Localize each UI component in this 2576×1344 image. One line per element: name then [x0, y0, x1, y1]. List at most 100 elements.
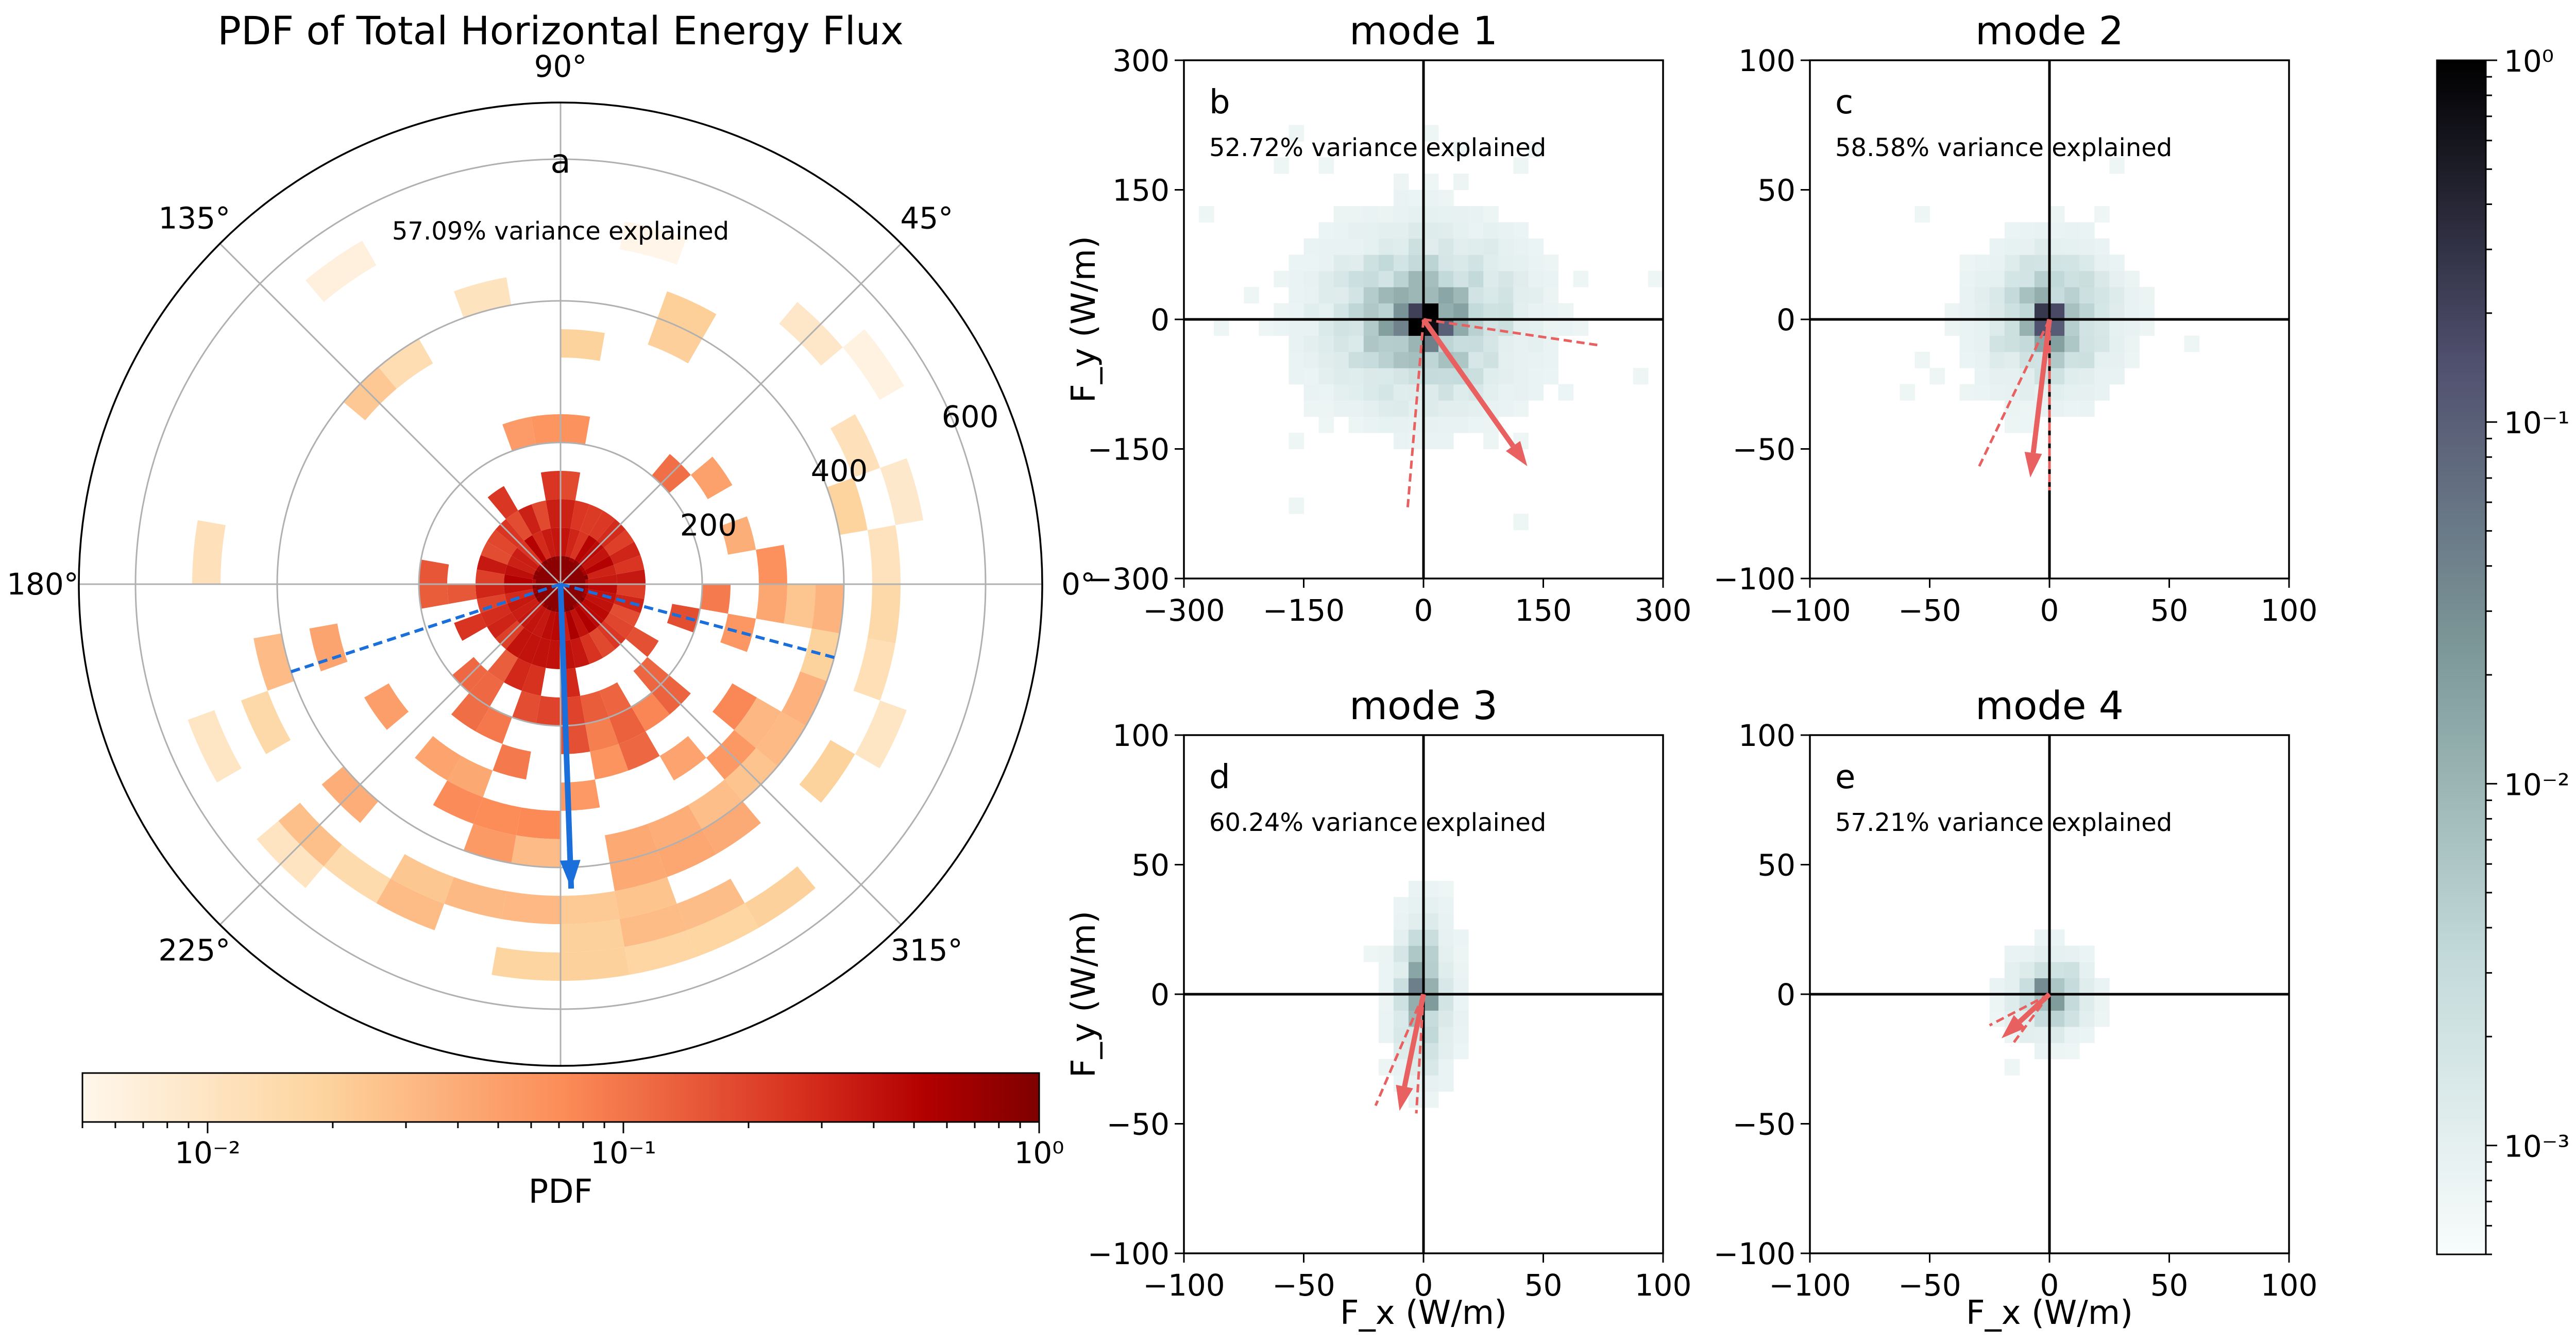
heatmap-cell — [2139, 287, 2155, 304]
polar-cell — [853, 638, 895, 701]
polar-cell — [799, 740, 855, 803]
heatmap-cell — [1959, 351, 1975, 368]
y-tick-label: 0 — [1776, 977, 1795, 1012]
polar-cell — [507, 593, 536, 613]
heatmap-cell — [2079, 303, 2095, 320]
heatmap-cell — [1498, 384, 1514, 401]
heatmap-cell — [2064, 303, 2080, 320]
polar-cell — [589, 627, 616, 658]
heatmap-cell — [2064, 254, 2080, 271]
polar-cell — [756, 584, 787, 624]
y-tick-label: 150 — [1112, 173, 1170, 208]
ellipse-axis-line — [1406, 319, 1425, 510]
heatmap-cell — [1333, 384, 1349, 401]
heatmap-cell — [1453, 1043, 1469, 1060]
heatmap-cell — [1633, 368, 1649, 385]
polar-cell — [690, 456, 733, 499]
heatmap-cell — [2124, 319, 2140, 336]
angular-grid-line — [560, 583, 902, 926]
heatmap-cell — [2109, 351, 2125, 368]
heatmap-cell — [1303, 238, 1319, 255]
colorbar-tick-label: 10⁻² — [175, 1135, 241, 1170]
heatmap-cell — [1438, 945, 1454, 962]
heatmap-cell — [2064, 994, 2080, 1011]
colorbar-label: PDF — [529, 1173, 593, 1211]
heatmap-cell — [1348, 400, 1364, 417]
heatmap-cell — [1289, 303, 1304, 320]
heatmap-cell — [1378, 238, 1394, 255]
heatmap-cell — [1393, 254, 1409, 271]
heatmap-cell — [2049, 206, 2065, 223]
heatmap-cell — [1959, 303, 1975, 320]
mean-vector-arrow — [1402, 993, 1426, 1087]
heatmap-cell — [2064, 222, 2080, 239]
y-tick-label: 50 — [1131, 848, 1170, 883]
heatmap-cell — [1244, 287, 1259, 304]
heatmap-cell — [1408, 303, 1424, 320]
heatmap-cell — [2079, 994, 2095, 1011]
heatmap-cell — [2079, 368, 2095, 385]
ellipse-axis-line — [1989, 993, 2050, 1027]
polar-cell — [712, 683, 757, 730]
heatmap-cell — [2079, 319, 2095, 336]
heatmap-cell — [1333, 206, 1349, 223]
polar-cell — [419, 559, 449, 584]
heatmap-cell — [1438, 416, 1454, 433]
heatmap-cell — [2064, 270, 2080, 287]
polar-cell — [580, 690, 609, 724]
heatmap-cell — [1333, 351, 1349, 368]
heatmap-cell — [1408, 945, 1424, 962]
heatmap-cell — [2094, 335, 2110, 352]
heatmap-cell — [1989, 303, 2005, 320]
x-tick-label: 100 — [1635, 1268, 1692, 1303]
heatmap-cell — [1393, 400, 1409, 417]
mean-vector-arrow — [2018, 992, 2052, 1024]
colorbar-tick-label: 10⁻¹ — [2504, 405, 2570, 440]
heatmap-cell — [1363, 303, 1379, 320]
heatmap-cell — [2079, 238, 2095, 255]
y-tick-label: 300 — [1112, 43, 1170, 78]
polar-cell — [585, 556, 614, 575]
heatmap-cell — [2034, 222, 2050, 239]
ellipse-axis-line — [1976, 318, 2051, 470]
x-tick-label: −150 — [1263, 593, 1345, 628]
polar-cell — [473, 797, 521, 836]
polar-cell — [570, 637, 590, 668]
heatmap-cell — [2049, 994, 2065, 1011]
heatmap-cell — [1483, 433, 1499, 449]
angular-grid-line — [219, 243, 562, 585]
heatmap-cell — [1483, 287, 1499, 304]
heatmap-cell — [1989, 238, 2005, 255]
polar-cell — [565, 528, 580, 558]
heatmap-cell — [2019, 962, 2035, 979]
heatmap-cell — [2004, 1059, 2020, 1076]
ellipse-axis-line — [2010, 993, 2051, 1047]
heatmap-cell — [2049, 962, 2065, 979]
polar-grid — [78, 101, 1043, 1067]
angle-tick-label: 90° — [534, 49, 587, 84]
polar-cell — [451, 692, 490, 731]
mode-1-panel: −300 −150 0 150 300 −300 −150 0 150 300 — [1088, 43, 1692, 628]
heatmap-cell — [1378, 254, 1394, 271]
heatmap-cell — [1363, 319, 1379, 336]
heatmap-cell — [1528, 303, 1544, 320]
heatmap-cell — [1513, 270, 1529, 287]
heatmap-cell — [1333, 368, 1349, 385]
x-tick-label: 0 — [1414, 593, 1433, 628]
polar-vectors — [290, 583, 835, 889]
heatmap-cell — [1498, 319, 1514, 336]
polar-cell — [587, 565, 617, 580]
x-tick-label: −50 — [1272, 1268, 1335, 1303]
heatmap-cell — [1483, 368, 1499, 385]
heatmap-cell — [1453, 319, 1469, 336]
polar-cell — [589, 511, 616, 541]
ellipse-axis-line — [1423, 318, 1600, 347]
polar-cell — [531, 637, 551, 668]
heatmap-cell — [1528, 270, 1544, 287]
polar-cell — [618, 731, 660, 771]
polar-cell — [686, 903, 759, 957]
heatmap-cell — [1423, 1091, 1439, 1108]
heatmap-cell — [1543, 368, 1559, 385]
heatmap-cell — [1348, 270, 1364, 287]
heatmap-cell — [2004, 319, 2020, 336]
